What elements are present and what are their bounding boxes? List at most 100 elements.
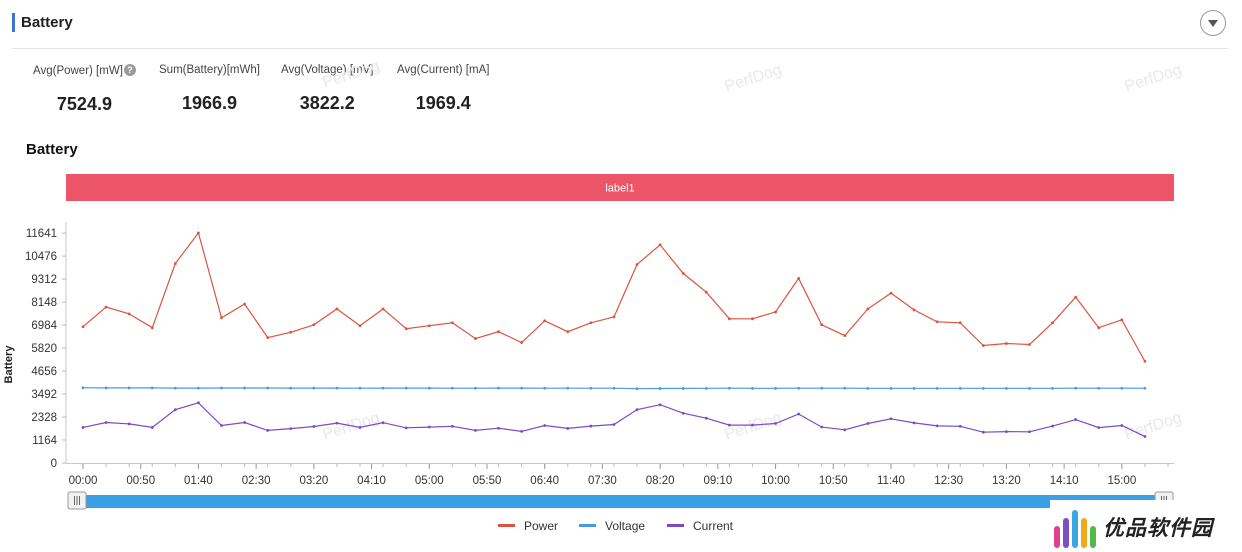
stat-value: 1969.4 [415, 93, 471, 113]
series-voltage-point [751, 386, 754, 390]
series-voltage-point [543, 386, 547, 390]
series-voltage-point [935, 386, 939, 390]
series-current-point [612, 423, 616, 426]
stat-value: 7524.9 [56, 94, 112, 114]
series-voltage-point [335, 386, 339, 390]
series-power-point [820, 323, 824, 327]
series-power-point [1097, 326, 1101, 330]
series-power-point [1074, 295, 1078, 299]
series-power-point [450, 321, 454, 325]
series-voltage-point [774, 386, 777, 390]
series-current-point [1143, 435, 1147, 438]
series-power-point [658, 243, 662, 247]
series-power-point [474, 337, 477, 340]
series-current-point [681, 411, 685, 415]
stat-label: Avg(Voltage) [mV] [281, 64, 374, 76]
series-power-point [681, 272, 685, 275]
series-voltage-point [150, 386, 154, 390]
stat-label: Avg(Power) [mW] [33, 65, 123, 77]
series-current-point [635, 408, 639, 412]
series-current-point [1097, 426, 1101, 430]
series-voltage-point [612, 386, 616, 390]
series-power-point [497, 330, 500, 334]
series-power-point [566, 330, 570, 334]
y-tick-label: 5820 [31, 343, 57, 355]
zoom-slider-track[interactable] [72, 495, 1168, 508]
series-current-point [935, 424, 939, 428]
stat-avg-current: Avg(Current) [mA] 1969.4 [397, 64, 489, 114]
x-tick-label: 14:10 [1050, 475, 1079, 487]
series-current-point [843, 428, 847, 432]
series-voltage-point [520, 386, 524, 390]
series-power-point [935, 320, 939, 324]
series-voltage-point [81, 386, 85, 390]
series-power-point [312, 323, 316, 327]
series-voltage-point [1120, 386, 1124, 390]
series-power-point [266, 336, 270, 339]
series-current-point [1005, 430, 1008, 433]
series-current-point [1120, 424, 1124, 427]
series-power-point [173, 262, 177, 265]
help-icon[interactable]: ? [123, 64, 136, 76]
x-tick-label: 00:00 [69, 475, 98, 487]
series-voltage-point [1143, 386, 1147, 390]
series-power-point [797, 276, 801, 280]
x-tick-label: 09:10 [703, 475, 732, 487]
series-current-point [866, 422, 870, 425]
series-voltage-point [127, 386, 131, 390]
series-voltage-point [566, 386, 570, 390]
series-power-point [381, 307, 385, 311]
legend-item-current[interactable]: Current [693, 519, 734, 533]
series-power-point [104, 305, 108, 309]
series-power-point [981, 344, 985, 347]
series-voltage-point [427, 386, 431, 390]
x-tick-label: 13:20 [992, 475, 1021, 487]
series-power-point [358, 324, 362, 328]
series-voltage-point [1005, 386, 1008, 390]
series-power-point [404, 327, 408, 331]
site-logo: 优品软件园 [1050, 500, 1240, 552]
series-power-point [543, 319, 547, 323]
x-tick-label: 05:00 [415, 475, 444, 487]
series-voltage-point [104, 386, 108, 390]
label-band [66, 174, 1174, 201]
series-voltage-point [358, 386, 362, 390]
series-power-point [912, 308, 916, 312]
series-current-point [474, 429, 477, 432]
series-power-point [81, 325, 85, 329]
x-tick-label: 10:50 [819, 475, 848, 487]
legend-item-power[interactable]: Power [524, 519, 558, 533]
legend-swatch [498, 524, 515, 527]
series-current-point [1028, 430, 1031, 434]
series-voltage-point [704, 386, 708, 390]
series-power-point [635, 263, 639, 266]
x-tick-label: 12:30 [934, 475, 963, 487]
series-voltage-point [450, 386, 454, 390]
collapse-toggle-button[interactable] [1200, 10, 1226, 36]
series-current-point [81, 426, 85, 429]
y-tick-label: 8148 [31, 297, 57, 309]
stat-avg-power: Avg(Power) [mW]? 7524.9 [33, 64, 136, 115]
series-current-point [774, 422, 777, 425]
x-tick-label: 10:00 [761, 475, 790, 487]
series-voltage-point [1051, 386, 1054, 390]
series-power-point [843, 334, 847, 338]
series-voltage-point [381, 386, 385, 390]
series-current-point [889, 417, 893, 421]
series-power-line [82, 231, 1146, 362]
series-current-point [566, 427, 570, 430]
stat-avg-voltage: Avg(Voltage) [mV] 3822.2 [281, 64, 373, 114]
series-voltage-point [958, 386, 962, 390]
y-tick-label: 10476 [25, 251, 57, 263]
series-voltage-point [220, 386, 223, 390]
legend-item-voltage[interactable]: Voltage [605, 519, 645, 533]
x-tick-label: 06:40 [530, 475, 559, 487]
series-current-point [427, 425, 431, 429]
series-current-point [127, 422, 131, 426]
chart-title: Battery [26, 141, 78, 158]
x-tick-label: 05:50 [473, 475, 502, 487]
y-tick-label: 0 [51, 458, 57, 470]
series-current-point [335, 421, 339, 425]
series-current-point [820, 425, 824, 429]
